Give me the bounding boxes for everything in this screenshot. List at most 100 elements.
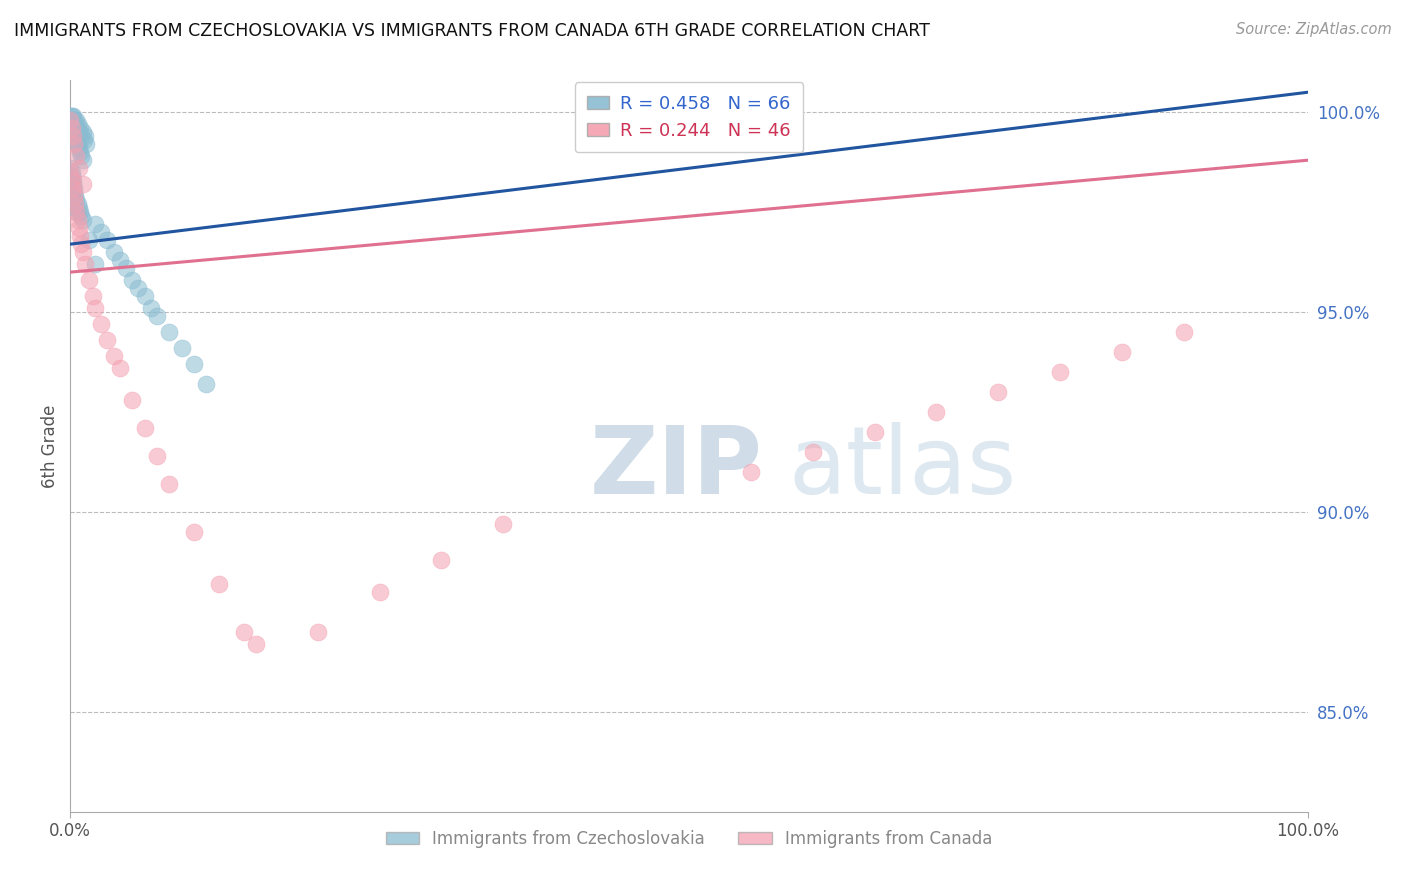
Point [60,173,83,187]
Point [65,201,87,215]
Point [103,349,125,363]
Point [245,637,267,651]
Point [63,189,86,203]
Point [96,333,118,347]
Point [1173,325,1195,339]
Point [863,425,886,439]
Point [65,121,87,136]
Point [59,161,82,176]
Point [492,516,515,531]
Point [740,465,762,479]
Point [63,181,86,195]
Point [66,197,89,211]
Text: Source: ZipAtlas.com: Source: ZipAtlas.com [1236,22,1392,37]
Point [59,109,82,123]
Point [70,149,93,163]
Point [90,317,112,331]
Point [127,281,149,295]
Point [121,392,143,407]
Point [67,201,90,215]
Point [134,289,156,303]
Point [65,117,87,131]
Text: ZIP: ZIP [591,422,763,514]
Point [60,189,83,203]
Point [62,178,84,192]
Text: atlas: atlas [787,422,1017,514]
Point [75,137,97,152]
Point [72,153,94,168]
Point [70,209,93,223]
Point [73,133,96,147]
Point [134,421,156,435]
Point [925,405,948,419]
Point [66,213,89,227]
Point [66,117,89,131]
Point [72,125,94,139]
Point [115,261,138,276]
Point [67,221,90,235]
Point [1111,345,1133,359]
Point [139,301,162,315]
Point [146,309,169,323]
Point [69,145,91,160]
Point [65,149,87,163]
Point [63,113,86,128]
Point [60,109,83,123]
Point [183,524,205,539]
Point [59,113,82,128]
Point [60,113,83,128]
Point [103,245,125,260]
Point [60,121,83,136]
Point [69,229,91,244]
Point [67,125,90,139]
Point [65,113,87,128]
Point [66,137,89,152]
Point [1049,365,1071,379]
Point [63,137,86,152]
Point [62,109,84,123]
Point [75,129,97,144]
Point [62,121,84,136]
Point [72,213,94,227]
Point [801,445,824,459]
Point [84,257,107,271]
Point [232,624,254,639]
Point [63,197,86,211]
Point [65,129,87,144]
Point [62,193,84,207]
Point [70,129,93,144]
Point [108,253,131,268]
Point [67,161,90,176]
Point [69,121,91,136]
Y-axis label: 6th Grade: 6th Grade [41,404,59,488]
Point [82,289,104,303]
Point [67,141,90,155]
Point [170,341,193,355]
Point [63,121,86,136]
Point [208,577,231,591]
Point [65,205,87,219]
Point [65,189,87,203]
Point [69,205,91,219]
Point [987,385,1010,400]
Point [195,377,218,392]
Point [59,117,82,131]
Point [72,245,94,260]
Point [146,449,169,463]
Point [183,357,205,371]
Point [121,273,143,287]
Point [63,185,86,199]
Point [77,233,100,247]
Point [65,193,87,207]
Point [430,553,453,567]
Point [368,585,391,599]
Point [75,257,97,271]
Point [84,301,107,315]
Point [65,197,87,211]
Point [90,225,112,239]
Point [70,237,93,252]
Point [65,133,87,147]
Legend: Immigrants from Czechoslovakia, Immigrants from Canada: Immigrants from Czechoslovakia, Immigran… [378,823,1000,855]
Point [59,113,82,128]
Point [77,273,100,287]
